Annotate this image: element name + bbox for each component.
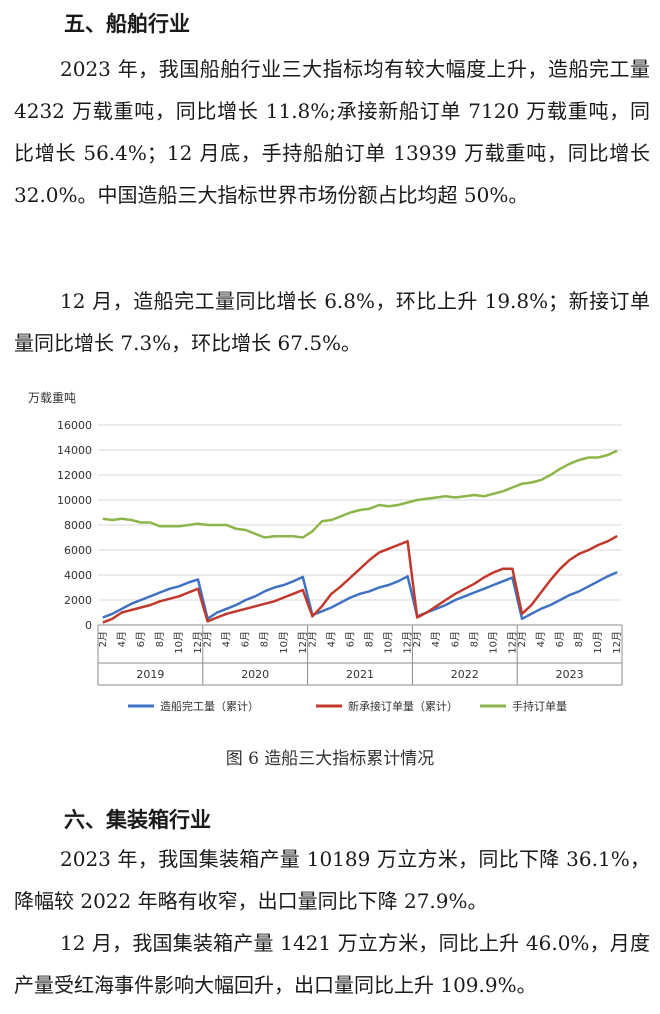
paragraph-text: 12 月，造船完工量同比增长 6.8%，环比上升 19.8%；新接订单量同比增长…: [14, 289, 650, 355]
legend-label: 新承接订单量（累计）: [348, 699, 458, 713]
y-tick-label: 2000: [64, 594, 92, 607]
legend-label: 手持订单量: [512, 699, 567, 713]
y-tick-label: 10000: [57, 494, 92, 507]
x-tick-label: 12月: [611, 631, 623, 654]
x-tick-label: 12月: [297, 631, 309, 654]
x-tick-label: 12月: [192, 631, 204, 654]
x-tick-label: 2月: [516, 631, 528, 647]
x-tick-label: 8月: [259, 631, 271, 647]
year-label: 2021: [346, 668, 374, 681]
year-label: 2020: [241, 668, 269, 681]
x-tick-label: 10月: [278, 631, 290, 654]
y-tick-label: 4000: [64, 569, 92, 582]
x-tick-label: 4月: [535, 631, 547, 647]
x-tick-label: 10月: [173, 631, 185, 654]
paragraph-text: 12 月，我国集装箱产量 1421 万立方米，同比上升 46.0%，月度产量受红…: [14, 931, 650, 997]
x-tick-label: 10月: [487, 631, 499, 654]
figure-caption: 图 6 造船三大指标累计情况: [225, 749, 435, 769]
series-line: [102, 449, 618, 539]
paragraph-container-december: 12 月，我国集装箱产量 1421 万立方米，同比上升 46.0%，月度产量受红…: [14, 922, 650, 1006]
x-tick-label: 8月: [468, 631, 480, 647]
series-line: [102, 534, 618, 624]
year-label: 2023: [556, 668, 584, 681]
shipbuilding-indicators-chart: 万载重吨 0 2000 4000 6000 8000 10000 12000 14000 1600…: [20, 388, 640, 728]
x-tick-label: 4月: [325, 631, 337, 647]
x-tick-label: 6月: [554, 631, 566, 647]
section-heading-shipbuilding: 五、船舶行业: [64, 11, 190, 36]
x-tick-label: 12月: [506, 631, 518, 654]
x-tick-label: 8月: [154, 631, 166, 647]
x-tick-label: 10月: [592, 631, 604, 654]
y-tick-label: 8000: [64, 519, 92, 532]
x-tick-label: 6月: [240, 631, 252, 647]
x-tick-label: 4月: [430, 631, 442, 647]
x-tick-label: 8月: [364, 631, 376, 647]
paragraph-container-annual: 2023 年，我国集装箱产量 10189 万立方米，同比下降 36.1%，降幅较…: [14, 838, 650, 922]
year-label: 2022: [451, 668, 479, 681]
x-tick-label: 2月: [411, 631, 423, 647]
x-tick-label: 2月: [306, 631, 318, 647]
series-line: [102, 570, 618, 621]
x-tick-label: 10月: [383, 631, 395, 654]
y-tick-label: 6000: [64, 544, 92, 557]
x-tick-label: 4月: [221, 631, 233, 647]
x-tick-label: 2月: [202, 631, 214, 647]
x-tick-label: 6月: [449, 631, 461, 647]
paragraph-shipbuilding-december: 12 月，造船完工量同比增长 6.8%，环比上升 19.8%；新接订单量同比增长…: [14, 280, 650, 364]
x-tick-label: 6月: [344, 631, 356, 647]
y-tick-label: 16000: [57, 419, 92, 432]
y-tick-label: 12000: [57, 469, 92, 482]
x-tick-label: 2月: [97, 631, 109, 647]
chart-svg: 万载重吨 0 2000 4000 6000 8000 10000 12000 14000 1600…: [28, 391, 623, 713]
paragraph-text: 2023 年，我国船舶行业三大指标均有较大幅度上升，造船完工量 4232 万载重…: [14, 57, 650, 207]
paragraph-shipbuilding-annual: 2023 年，我国船舶行业三大指标均有较大幅度上升，造船完工量 4232 万载重…: [14, 48, 650, 216]
x-tick-label: 6月: [135, 631, 147, 647]
y-tick-label: 0: [85, 619, 92, 632]
section-heading-container: 六、集装箱行业: [64, 807, 211, 832]
year-label: 2019: [136, 668, 164, 681]
paragraph-text: 2023 年，我国集装箱产量 10189 万立方米，同比下降 36.1%，降幅较…: [14, 847, 650, 913]
legend-label: 造船完工量（累计）: [160, 699, 259, 713]
x-tick-label: 12月: [402, 631, 414, 654]
x-tick-label: 4月: [116, 631, 128, 647]
y-axis-label: 万载重吨: [28, 391, 76, 405]
x-tick-label: 8月: [573, 631, 585, 647]
y-tick-label: 14000: [57, 444, 92, 457]
